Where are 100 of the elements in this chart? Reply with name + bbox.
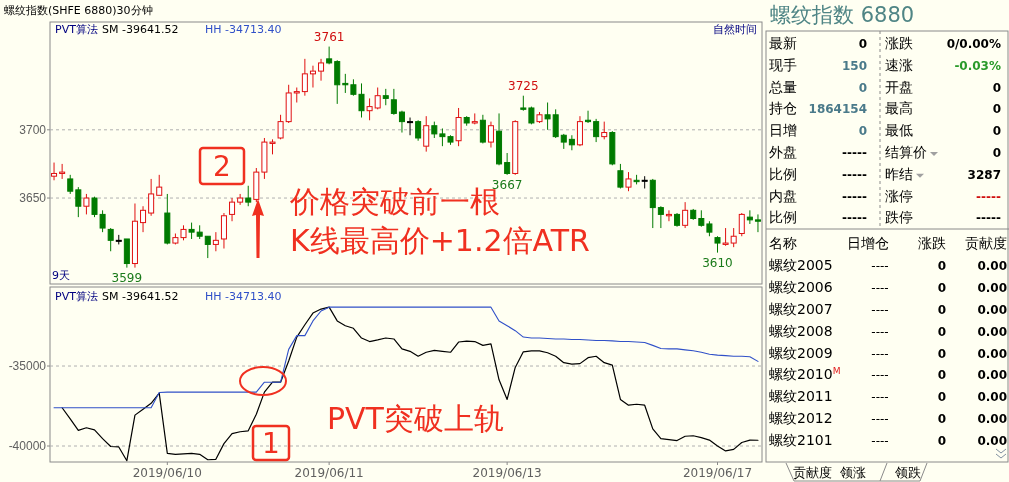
text: 螺纹2010$^{M}$ — [769, 366, 841, 383]
text: 螺纹2005 — [769, 256, 833, 273]
text: 0 — [937, 434, 946, 449]
text: ----- — [842, 146, 868, 160]
text: 开盘 — [885, 78, 913, 95]
annotation: HH -34713.40 — [205, 23, 282, 36]
text: 螺纹2007 — [769, 300, 833, 317]
text: 0.00 — [977, 302, 1007, 317]
text: 领涨 — [840, 465, 866, 480]
text: 日增 — [769, 122, 797, 139]
text: ---- — [871, 302, 889, 317]
text: 0 — [937, 280, 946, 295]
annotation: 2 — [213, 150, 231, 183]
text: 现手 — [769, 56, 797, 73]
annotation: PVT突破上轨 — [327, 401, 504, 436]
text: 螺纹指数 6880 — [770, 3, 915, 27]
y-tick-label: 3650 — [19, 191, 47, 206]
annotation: 自然时间 — [713, 23, 757, 36]
annotation: 3761 — [313, 29, 345, 44]
annotation: 9天 — [52, 269, 70, 282]
text: 螺纹2101 — [769, 432, 833, 449]
text: 0 — [937, 412, 946, 427]
text: ---- — [871, 368, 889, 383]
text: 0.00 — [977, 412, 1007, 427]
text: 螺纹2012 — [769, 410, 833, 427]
text: 名称 — [769, 235, 797, 251]
text: 贡献度 — [792, 465, 832, 480]
text: ----- — [842, 189, 868, 204]
text: ----- — [976, 211, 1002, 226]
text: ---- — [871, 412, 889, 427]
text: 150 — [841, 58, 867, 73]
annotation: SM -39641.52 — [102, 23, 179, 36]
y-tick-label: 3700 — [19, 122, 47, 137]
y-tick-label: -35000 — [8, 359, 47, 374]
text: ----- — [842, 211, 868, 226]
text: 0 — [992, 80, 1001, 95]
text: ----- — [976, 189, 1002, 204]
text: 0/0.00% — [946, 37, 1001, 51]
text: ---- — [871, 390, 889, 405]
text: 涨跌 — [918, 235, 946, 251]
text: 速涨 — [885, 56, 913, 73]
x-tick-label: 2019/06/17 — [682, 466, 753, 480]
x-tick-label: 2019/06/11 — [294, 466, 364, 480]
text: 3287 — [967, 167, 1001, 182]
annotation: PVT算法 — [55, 23, 98, 36]
text: 0 — [992, 124, 1001, 139]
text: 外盘 — [769, 144, 797, 160]
text: 1864154 — [808, 102, 867, 117]
text: HH -34713.40 — [205, 290, 282, 303]
annotation: 3599 — [111, 270, 143, 285]
x-tick-label: 2019/06/10 — [132, 466, 202, 480]
text: 贡献度 — [965, 235, 1007, 251]
text: 日增仓 — [847, 235, 889, 251]
legend-title: PVT算法 — [55, 290, 98, 303]
text: 0 — [992, 102, 1001, 117]
x-tick-label: 2019/06/13 — [472, 466, 542, 480]
text: 比例 — [769, 209, 797, 226]
text: 持仓 — [769, 100, 797, 117]
text: 0 — [937, 390, 946, 405]
text: ---- — [871, 280, 889, 295]
text: 总量 — [768, 78, 797, 95]
text: 最高 — [885, 100, 913, 117]
text: 0.00 — [977, 280, 1007, 295]
text: 螺纹2008 — [769, 322, 833, 339]
annotation: K线最高价+1.2倍ATR — [290, 223, 590, 258]
text: 领跌 — [895, 465, 921, 480]
text: 0 — [937, 324, 946, 339]
text: 0.00 — [977, 258, 1007, 273]
text: ---- — [871, 324, 889, 339]
text: ---- — [871, 258, 889, 273]
text: 涨跌 — [885, 35, 913, 51]
text: 最低 — [885, 122, 913, 139]
text: 涨停 — [885, 187, 913, 204]
text: 比例 — [769, 165, 797, 182]
text: 结算价 — [885, 144, 927, 160]
text: 0.00 — [977, 324, 1007, 339]
text: ---- — [871, 434, 889, 449]
text: 0 — [858, 37, 867, 51]
text: 昨结 — [885, 165, 913, 182]
text: 跌停 — [885, 209, 913, 226]
text: 0.00 — [977, 368, 1007, 383]
text: 螺纹2011 — [769, 388, 833, 405]
text: 0 — [937, 302, 946, 317]
text: 最新 — [769, 35, 797, 51]
chart-title: 螺纹指数(SHFE 6880)30分钟 — [4, 4, 153, 17]
annotation: 3610 — [702, 255, 733, 270]
text: ----- — [842, 167, 868, 182]
text: 0 — [937, 258, 946, 273]
text: 螺纹2009 — [769, 344, 833, 361]
text: 0 — [858, 80, 867, 95]
text: 0 — [858, 124, 867, 139]
text: ---- — [871, 346, 889, 361]
text: 0.00 — [977, 390, 1007, 405]
text: 0 — [992, 146, 1001, 160]
y-tick-label: -40000 — [8, 439, 47, 453]
text: 0 — [937, 368, 946, 383]
text: 0.00 — [977, 434, 1007, 449]
text: 0 — [937, 346, 946, 361]
text: 内盘 — [769, 187, 797, 204]
annotation: 1 — [262, 427, 280, 460]
